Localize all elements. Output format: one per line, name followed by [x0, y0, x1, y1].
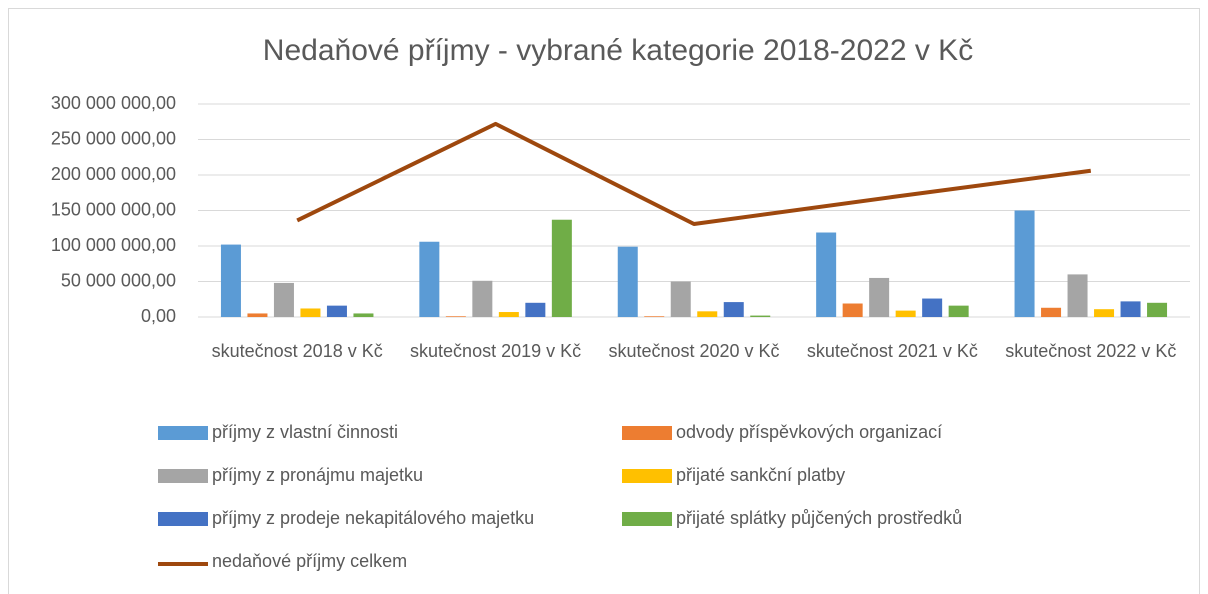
legend-swatch [622, 426, 672, 440]
y-tick-label: 100 000 000,00 [51, 235, 176, 255]
bar [353, 313, 374, 317]
y-tick-label: 250 000 000,00 [51, 128, 176, 148]
legend-label: přijaté splátky půjčených prostředků [676, 508, 962, 528]
bar [697, 311, 718, 317]
x-tick-label: skutečnost 2018 v Kč [211, 341, 383, 361]
line [296, 121, 1092, 226]
bar [723, 302, 744, 317]
bar [644, 316, 665, 317]
y-tick-label: 150 000 000,00 [51, 199, 176, 219]
y-tick-label: 0,00 [141, 306, 176, 326]
bar [551, 219, 572, 317]
bar [525, 302, 546, 317]
bar [1120, 301, 1141, 317]
bar [273, 282, 294, 317]
chart-border [8, 8, 1200, 594]
legend-label: odvody příspěvkových organizací [676, 422, 942, 442]
bar [670, 281, 691, 317]
bar [1147, 302, 1168, 317]
bar [816, 232, 837, 317]
bar [617, 246, 638, 317]
bar [300, 308, 321, 317]
y-tick-label: 300 000 000,00 [51, 93, 176, 113]
bar [750, 315, 771, 317]
bar [472, 280, 493, 317]
y-tick-label: 50 000 000,00 [61, 270, 176, 290]
bar [948, 305, 969, 317]
bar [419, 241, 440, 317]
bar [1014, 210, 1035, 317]
bar [895, 310, 916, 317]
bar [1067, 274, 1088, 317]
legend-label: příjmy z prodeje nekapitálového majetku [212, 508, 534, 528]
legend-label: příjmy z pronájmu majetku [212, 465, 423, 485]
bar [1041, 307, 1062, 317]
y-tick-label: 200 000 000,00 [51, 164, 176, 184]
legend-swatch [158, 469, 208, 483]
bar [445, 316, 466, 317]
legend-label: příjmy z vlastní činnosti [212, 422, 398, 442]
bar [922, 298, 943, 317]
legend-label: nedaňové příjmy celkem [212, 551, 407, 571]
chart-title: Nedaňové příjmy - vybrané kategorie 2018… [263, 34, 973, 67]
bar [220, 244, 241, 317]
bar [842, 303, 863, 317]
legend-swatch [622, 469, 672, 483]
legend-swatch [622, 512, 672, 526]
x-tick-label: skutečnost 2019 v Kč [410, 341, 582, 361]
legend-label: přijaté sankční platby [676, 465, 845, 485]
bar [1094, 309, 1115, 317]
legend-swatch [158, 426, 208, 440]
x-tick-label: skutečnost 2022 v Kč [1005, 341, 1177, 361]
bar [498, 312, 519, 317]
x-tick-label: skutečnost 2020 v Kč [608, 341, 780, 361]
bar [247, 313, 268, 317]
legend-swatch [158, 512, 208, 526]
bar [326, 305, 347, 317]
bar [869, 277, 890, 317]
x-tick-label: skutečnost 2021 v Kč [806, 341, 978, 361]
